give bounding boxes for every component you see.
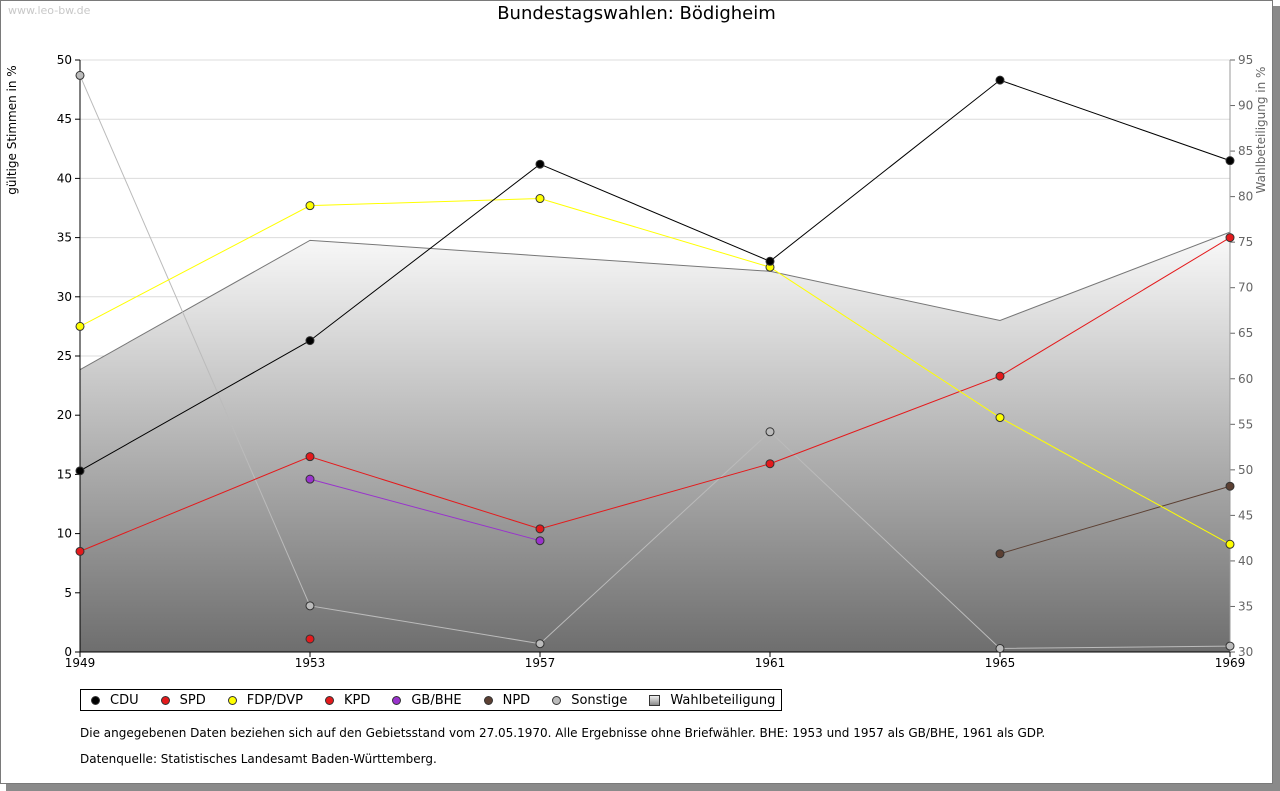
x-tick-label: 1957 [525, 656, 556, 670]
data-point-sonstige [1225, 641, 1235, 651]
x-tick-label: 1949 [65, 656, 96, 670]
legend-label-gb-bhe: GB/BHE [411, 692, 462, 708]
legend-marker-fdp-dvp [227, 695, 237, 705]
data-point-spd [535, 524, 545, 534]
data-point-cdu [995, 75, 1005, 85]
y-tick-label-left: 20 [57, 408, 72, 422]
x-tick-label: 1953 [295, 656, 326, 670]
data-point-cdu [535, 159, 545, 169]
series-line-cdu [79, 79, 1231, 472]
legend-item-kpd: KPD [321, 693, 370, 708]
note-datenquelle: Datenquelle: Statistisches Landesamt Bad… [80, 752, 437, 766]
legend-item-sonstige: Sonstige [548, 693, 627, 708]
legend-item-npd: NPD [480, 692, 531, 708]
y-tick-label-left: 50 [57, 53, 72, 67]
frame-shadow-right [1273, 6, 1280, 791]
legend-marker-gb-bhe [392, 695, 402, 705]
y-tick-label-left: 5 [64, 586, 72, 600]
data-point-fdp-dvp [305, 201, 315, 211]
y-tick-label-left: 30 [57, 290, 72, 304]
series-line-fdp-dvp [79, 198, 1231, 545]
turnout-line [79, 231, 1231, 371]
x-tick-label: 1961 [755, 656, 786, 670]
y-tick-label-left: 0 [64, 645, 72, 659]
data-point-cdu [1225, 156, 1235, 166]
data-point-cdu [765, 256, 775, 266]
data-point-kpd [305, 634, 315, 644]
data-point-gb-bhe [305, 474, 315, 484]
data-point-fdp-dvp [1225, 539, 1235, 549]
y-tick-label-right: 40 [1238, 554, 1253, 568]
data-point-cdu [305, 336, 315, 346]
y-tick-label-right: 35 [1238, 599, 1253, 613]
legend: CDU SPD FDP/DVP KPD GB/BHE NPD Sonstige Wahlbet… [80, 689, 783, 711]
x-tick-label: 1965 [985, 656, 1016, 670]
series-line-gb-bhe [309, 478, 541, 542]
y-tick-label-left: 25 [57, 349, 72, 363]
legend-label-fdp-dvp: FDP/DVP [246, 692, 303, 708]
legend-marker-wahlbeteiligung [649, 694, 661, 706]
data-point-spd [765, 459, 775, 469]
data-point-spd [995, 371, 1005, 381]
x-tick-label: 1969 [1215, 656, 1246, 670]
legend-label-spd: SPD [179, 692, 206, 708]
data-point-sonstige [995, 643, 1005, 653]
data-point-fdp-dvp [995, 413, 1005, 423]
data-point-spd [1225, 233, 1235, 243]
y-tick-label-right: 95 [1238, 53, 1253, 67]
legend-item-wahlbeteiligung: Wahlbeteiligung [645, 693, 775, 708]
legend-marker-npd [483, 695, 493, 705]
y-tick-label-right: 70 [1238, 281, 1253, 295]
y-tick-label-right: 55 [1238, 417, 1253, 431]
legend-label-npd: NPD [502, 692, 531, 708]
legend-marker-spd [160, 695, 170, 705]
chart-title: Bundestagswahlen: Bödigheim [497, 3, 776, 24]
y-tick-label-right: 65 [1238, 326, 1253, 340]
data-point-cdu [75, 466, 85, 476]
y-tick-label-left: 40 [57, 171, 72, 185]
legend-item-spd: SPD [157, 693, 206, 708]
y-tick-label-right: 60 [1238, 372, 1253, 386]
frame-shadow-bottom [6, 784, 1280, 791]
legend-marker-cdu [91, 695, 100, 705]
series-line-sonstige [79, 75, 1231, 649]
data-point-gb-bhe [535, 536, 545, 546]
data-point-spd [75, 546, 85, 556]
legend-item-gb-bhe: GB/BHE [388, 692, 462, 708]
turnout-area [80, 232, 1230, 653]
data-point-spd [305, 452, 315, 462]
note-gebietsstand: Die angegebenen Daten beziehen sich auf … [80, 726, 1046, 740]
series-line-spd [79, 237, 1231, 552]
legend-marker-sonstige [552, 695, 562, 705]
data-point-sonstige [535, 639, 545, 649]
data-point-fdp-dvp [535, 194, 545, 204]
legend-label-kpd: KPD [343, 692, 371, 708]
y-tick-label-right: 80 [1238, 190, 1253, 204]
series-line-npd [999, 485, 1231, 555]
y-tick-label-right: 85 [1238, 144, 1253, 158]
y-tick-label-left: 15 [57, 467, 72, 481]
data-point-sonstige [765, 427, 775, 437]
y-tick-label-right: 50 [1238, 463, 1253, 477]
y-tick-label-right: 45 [1238, 508, 1253, 522]
y-tick-label-right: 90 [1238, 99, 1253, 113]
watermark: www.leo-bw.de [8, 4, 91, 17]
data-point-npd [1225, 481, 1235, 491]
y-tick-label-left: 45 [57, 112, 72, 126]
data-point-sonstige [75, 70, 85, 80]
y-tick-label-right: 30 [1238, 645, 1253, 659]
legend-item-fdp-dvp: FDP/DVP [224, 693, 303, 708]
legend-item-cdu: CDU [87, 693, 139, 708]
data-point-sonstige [305, 601, 315, 611]
legend-marker-kpd [324, 695, 334, 705]
legend-label-cdu: CDU [110, 692, 139, 708]
data-point-npd [995, 549, 1005, 559]
y-tick-label-right: 75 [1238, 235, 1253, 249]
y-tick-label-left: 10 [57, 527, 72, 541]
legend-label-sonstige: Sonstige [571, 692, 628, 708]
y-tick-label-left: 35 [57, 231, 72, 245]
legend-label-wahlbeteiligung: Wahlbeteiligung [670, 692, 776, 708]
chart-plot: 0 5 10 15 20 25 30 35 40 45 50 30 35 40 45 50 55 60 65 70 75… [57, 53, 1254, 670]
data-point-fdp-dvp [75, 321, 85, 331]
